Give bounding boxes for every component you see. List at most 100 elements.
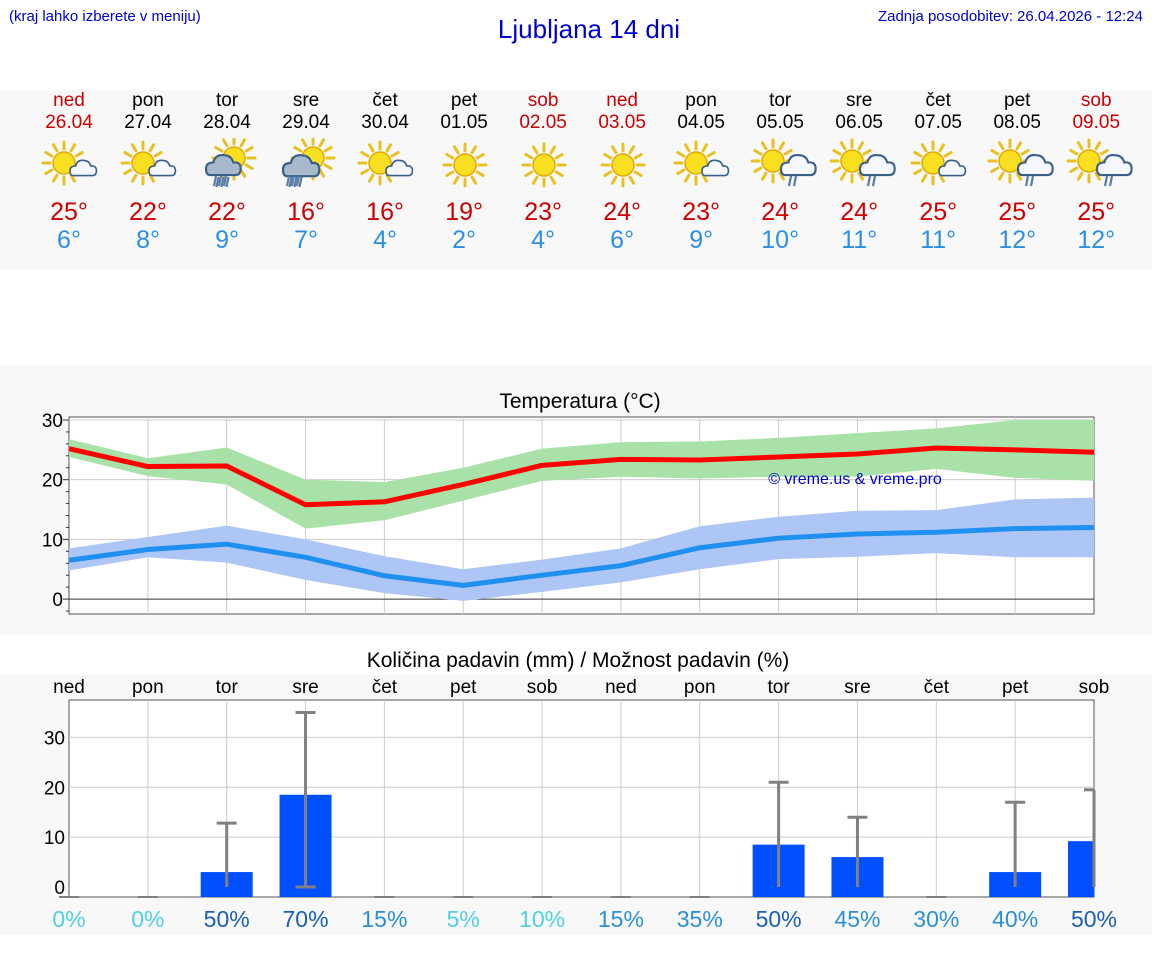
precip-category-label: pon	[684, 677, 716, 698]
precip-chance-label: 15%	[361, 906, 407, 932]
precip-category-label: sob	[1079, 677, 1110, 698]
day-date: 01.05	[440, 112, 488, 133]
day-name: sre	[845, 90, 873, 111]
precip-category-label: ned	[53, 677, 85, 698]
day-max-temp: 19°	[445, 198, 483, 226]
precip-chance-label: 35%	[677, 906, 723, 932]
last-update: Zadnja posodobitev: 26.04.2026 - 12:24	[874, 8, 1143, 25]
day-name: tor	[215, 90, 239, 111]
day-date: 26.04	[45, 112, 93, 133]
day-date: 07.05	[914, 112, 962, 133]
precip-category-label: ned	[605, 677, 637, 698]
day-card[interactable]: ned 26.04 25° 6°	[30, 90, 109, 254]
precip-category-label: sob	[527, 677, 558, 698]
day-card[interactable]: sob 09.05 25° 12°	[1057, 90, 1136, 254]
day-name: ned	[53, 90, 85, 111]
day-max-temp: 25°	[919, 198, 958, 226]
day-max-temp: 22°	[129, 198, 167, 226]
temp-ytick-label: 0	[52, 590, 63, 611]
location-hint[interactable]: (kraj lahko izberete v meniju)	[9, 8, 201, 25]
day-card[interactable]: tor 05.05 24° 10°	[741, 90, 820, 254]
precip-chance-label: 30%	[913, 906, 959, 932]
day-card[interactable]: pon 04.05 23° 9°	[662, 90, 741, 254]
precip-category-label: tor	[216, 677, 239, 698]
precip-plot-area	[68, 699, 1095, 898]
day-max-temp: 22°	[208, 198, 246, 226]
day-date: 30.04	[361, 112, 409, 133]
day-min-temp: 2°	[452, 226, 477, 254]
precip-ytick-label: 0	[54, 878, 65, 899]
day-min-temp: 6°	[57, 226, 81, 254]
last-update-label: Zadnja posodobitev:	[877, 8, 1014, 25]
precip-category-label: pon	[132, 677, 164, 698]
day-card[interactable]: čet 30.04 16° 4°	[346, 90, 425, 254]
precip-category-label: pet	[1002, 677, 1029, 698]
sun-cloud-light-rain-icon	[987, 138, 1054, 187]
day-card[interactable]: sre 29.04 16° 7°	[267, 90, 346, 254]
precip-ytick-label: 10	[44, 828, 65, 849]
day-date: 02.05	[519, 112, 567, 133]
precip-category-label: čet	[372, 677, 398, 698]
sun-cloud-icon	[357, 140, 413, 186]
day-max-temp: 23°	[524, 198, 563, 226]
day-min-temp: 8°	[136, 226, 160, 254]
day-name: ned	[606, 90, 638, 111]
day-card[interactable]: pet 01.05 19° 2°	[425, 90, 504, 254]
day-card[interactable]: pon 27.04 22° 8°	[109, 90, 188, 254]
precip-chance-label: 50%	[756, 906, 802, 932]
day-name: pet	[1004, 90, 1031, 111]
day-max-temp: 24°	[840, 198, 879, 226]
day-name: sre	[292, 90, 320, 111]
sun-cloud-icon	[41, 140, 97, 186]
last-update-value: 26.04.2026 - 12:24	[1017, 8, 1143, 25]
precip-chance-label: 0%	[52, 906, 85, 932]
sun-cloud-light-rain-icon	[750, 138, 817, 187]
precip-chance-label: 5%	[447, 906, 480, 932]
sun-rain-cloud-icon	[204, 138, 257, 188]
day-date: 03.05	[598, 112, 646, 133]
min-temp-range	[69, 497, 1094, 601]
temp-ytick-label: 10	[42, 530, 63, 551]
sun-icon	[600, 142, 646, 188]
day-card[interactable]: pet 08.05 25° 12°	[978, 90, 1057, 254]
sun-icon	[442, 142, 488, 188]
precip-chance-label: 15%	[598, 906, 644, 932]
day-name: sob	[527, 90, 559, 111]
day-min-temp: 9°	[215, 226, 239, 254]
day-date: 05.05	[756, 112, 804, 133]
day-max-temp: 24°	[603, 198, 642, 226]
precip-category-label: pet	[450, 677, 477, 698]
sun-cloud-icon	[673, 140, 729, 186]
temp-ytick-label: 20	[42, 471, 63, 492]
day-card[interactable]: tor 28.04 22° 9°	[188, 90, 267, 254]
precip-ytick-label: 30	[44, 728, 65, 749]
sun-cloud-icon	[120, 140, 176, 186]
day-name: sob	[1080, 90, 1112, 111]
sun-cloud-icon	[910, 140, 966, 186]
precip-category-label: sre	[292, 677, 318, 698]
day-name: tor	[769, 90, 792, 111]
day-date: 04.05	[677, 112, 725, 133]
min-temp-line	[68, 524, 1095, 588]
day-card[interactable]: čet 07.05 25° 11°	[899, 90, 978, 254]
max-temp-line	[68, 445, 1095, 508]
day-name: pon	[132, 90, 164, 111]
day-card[interactable]: ned 03.05 24° 6°	[583, 90, 662, 254]
day-max-temp: 25°	[1077, 198, 1116, 226]
sun-icon	[521, 142, 567, 188]
day-min-temp: 6°	[610, 226, 635, 254]
watermark: © vreme.us & vreme.pro	[768, 471, 942, 488]
day-name: pet	[450, 90, 478, 111]
day-date: 28.04	[203, 112, 251, 133]
temp-ytick-label: 30	[42, 411, 63, 432]
day-name: čet	[925, 90, 951, 111]
precip-chart-title: Količina padavin (mm) / Možnost padavin …	[367, 649, 790, 672]
precip-chance-label: 70%	[283, 906, 329, 932]
precip-chance-label: 40%	[992, 906, 1038, 932]
precip-category-label: sre	[844, 677, 870, 698]
day-min-temp: 10°	[761, 226, 800, 254]
precip-category-label: čet	[924, 677, 950, 698]
day-min-temp: 12°	[998, 226, 1037, 254]
day-card[interactable]: sob 02.05 23° 4°	[504, 90, 583, 254]
day-card[interactable]: sre 06.05 24° 11°	[820, 90, 899, 254]
